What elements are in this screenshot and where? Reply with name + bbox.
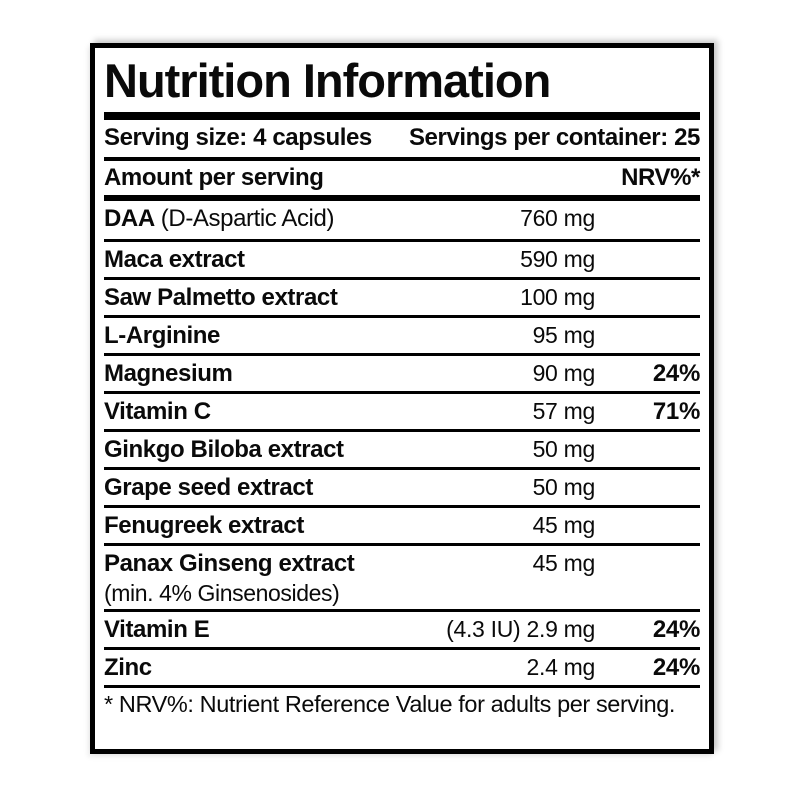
ingredient-name-text: Ginkgo Biloba extract	[104, 435, 344, 463]
ingredient-rows: DAA (D-Aspartic Acid) 760 mg Maca extract…	[104, 201, 700, 685]
ingredient-row: Vitamin C 57 mg 71%	[104, 390, 700, 429]
ingredient-name-text: Magnesium	[104, 359, 233, 387]
ingredient-row: Ginkgo Biloba extract 50 mg	[104, 428, 700, 467]
ingredient-name: L-Arginine	[104, 322, 435, 350]
ingredient-amount: 90 mg	[532, 359, 596, 386]
ingredient-row: Panax Ginseng extract (min. 4% Ginsenosi…	[104, 542, 700, 609]
ingredient-amount: 45 mg	[532, 549, 596, 576]
ingredient-row: Grape seed extract 50 mg	[104, 466, 700, 505]
ingredient-amount: 50 mg	[532, 435, 596, 462]
ingredient-row: Fenugreek extract 45 mg	[104, 504, 700, 543]
ingredient-amount: 45 mg	[532, 511, 596, 538]
ingredient-name-text: Panax Ginseng extract	[104, 549, 355, 577]
ingredient-amount: 590 mg	[520, 245, 595, 272]
ingredient-name-suffix: (D-Aspartic Acid)	[160, 204, 335, 232]
ingredient-name-text: Grape seed extract	[104, 473, 313, 501]
ingredient-nrv: 24%	[652, 359, 700, 387]
ingredient-row: Saw Palmetto extract 100 mg	[104, 276, 700, 315]
ingredient-name: Vitamin E	[104, 616, 435, 644]
ingredient-name-text: Zinc	[104, 653, 152, 681]
ingredient-amount: 2.4 mg	[526, 653, 595, 680]
servings-per-container-text: Servings per container: 25	[408, 124, 700, 152]
ingredient-name: Fenugreek extract	[104, 512, 435, 540]
ingredient-name-note: (min. 4% Ginsenosides)	[104, 580, 340, 607]
ingredient-nrv: 24%	[652, 615, 700, 643]
ingredient-nrv: 71%	[652, 397, 700, 425]
ingredient-name: Panax Ginseng extract (min. 4% Ginsenosi…	[104, 550, 435, 609]
serving-size-text: Serving size: 4 capsules	[104, 124, 372, 152]
table-header-row: Amount per serving NRV%*	[104, 161, 700, 195]
ingredient-row: Vitamin E (4.3 IU) 2.9 mg 24%	[104, 608, 700, 647]
ingredient-row: Magnesium 90 mg 24%	[104, 352, 700, 391]
footnote-divider	[104, 684, 700, 688]
ingredient-name-text: L-Arginine	[104, 321, 220, 349]
ingredient-amount: 760 mg	[520, 204, 595, 231]
header-divider	[104, 194, 700, 201]
label-title: Nutrition Information	[104, 54, 551, 107]
ingredient-amount: 57 mg	[532, 397, 596, 424]
serving-divider	[104, 156, 700, 161]
ingredient-name-text: Fenugreek extract	[104, 511, 304, 539]
ingredient-name-text: Vitamin C	[104, 397, 211, 425]
ingredient-name: Zinc	[104, 654, 435, 682]
ingredient-name: Grape seed extract	[104, 474, 435, 502]
ingredient-row: Maca extract 590 mg	[104, 238, 700, 277]
ingredient-name-text: Saw Palmetto extract	[104, 283, 338, 311]
nutrition-label: Nutrition Information Serving size: 4 ca…	[90, 43, 714, 754]
nrv-header: NRV%*	[621, 163, 700, 191]
ingredient-name-text: Maca extract	[104, 245, 245, 273]
ingredient-amount: 100 mg	[520, 283, 595, 310]
ingredient-name-text: Vitamin E	[104, 615, 210, 643]
ingredient-amount: 95 mg	[532, 321, 596, 348]
ingredient-name: Vitamin C	[104, 398, 435, 426]
ingredient-row: L-Arginine 95 mg	[104, 314, 700, 353]
ingredient-name-text: DAA	[104, 204, 155, 232]
ingredient-name: Saw Palmetto extract	[104, 284, 435, 312]
ingredient-name: Maca extract	[104, 246, 435, 274]
nrv-footnote: * NRV%: Nutrient Reference Value for adu…	[104, 691, 676, 718]
ingredient-name: DAA (D-Aspartic Acid)	[104, 205, 435, 233]
amount-per-serving-header: Amount per serving	[104, 163, 324, 191]
ingredient-amount: 50 mg	[532, 473, 596, 500]
ingredient-name: Ginkgo Biloba extract	[104, 436, 435, 464]
serving-row: Serving size: 4 capsules Servings per co…	[104, 120, 700, 157]
ingredient-row: DAA (D-Aspartic Acid) 760 mg	[104, 201, 700, 239]
ingredient-amount: (4.3 IU) 2.9 mg	[446, 615, 595, 642]
title-divider	[104, 111, 700, 120]
ingredient-nrv: 24%	[652, 653, 700, 681]
ingredient-name: Magnesium	[104, 360, 435, 388]
ingredient-row: Zinc 2.4 mg 24%	[104, 646, 700, 685]
